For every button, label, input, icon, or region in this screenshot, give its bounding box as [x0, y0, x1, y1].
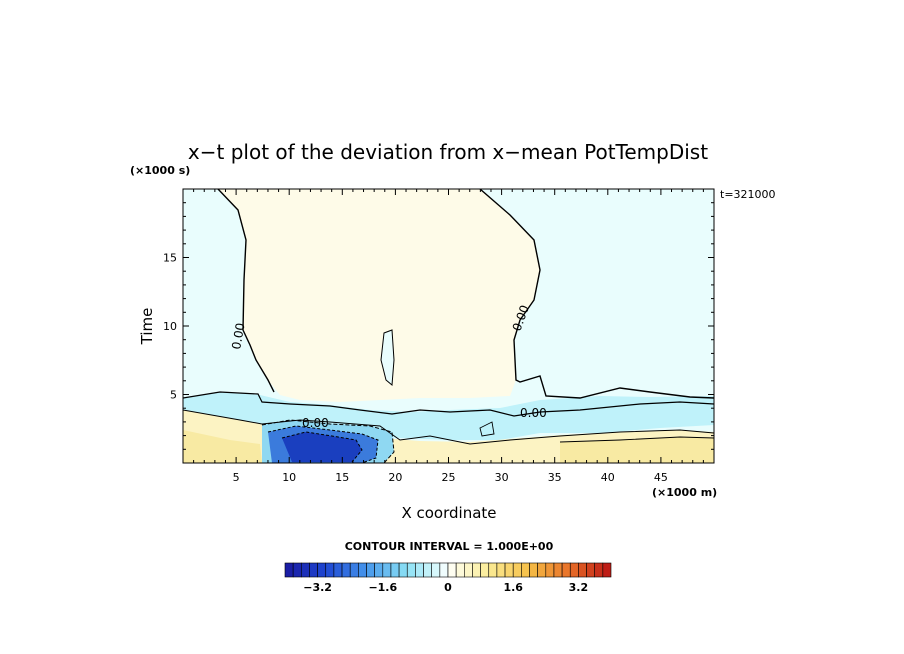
y-tick-label: 5: [170, 389, 177, 402]
colorbar-cell: [447, 562, 457, 578]
colorbar-cell: [480, 562, 490, 578]
colorbar-cell: [292, 562, 302, 578]
x-unit-label: (×1000 m): [652, 486, 717, 499]
zero-contour-lower: [183, 391, 714, 417]
y-axis: 5 10 15: [163, 202, 714, 450]
colorbar-cell: [529, 562, 538, 578]
colorbar-cell: [521, 562, 530, 578]
colorbar-cell: [439, 562, 449, 578]
colorbar-cell: [374, 562, 384, 578]
colorbar-ticks: −3.2 −1.6 0 1.6 3.2: [303, 581, 588, 594]
contour-cold-1: [267, 425, 379, 463]
y-unit-label: (×1000 s): [130, 164, 190, 177]
colorbar-cell: [553, 562, 563, 578]
colorbar-cell: [537, 562, 547, 578]
region-lens: [380, 329, 395, 387]
colorbar-cell: [358, 562, 367, 578]
colorbar-cell: [366, 562, 375, 578]
colorbar-cell: [602, 562, 612, 578]
colorbar-tick-label: −1.6: [368, 581, 397, 594]
colorbar-cell: [398, 562, 408, 578]
y-tick-label: 15: [163, 252, 177, 265]
colorbar-cell: [578, 562, 587, 578]
colorbar-cell: [594, 562, 604, 578]
x-tick-label: 45: [654, 471, 668, 484]
region-cold-core: [282, 432, 362, 462]
x-axis: 5 10 15 20 25 30 35 40 45: [193, 189, 704, 484]
colorbar-tick-label: 3.2: [569, 581, 589, 594]
colorbar-cell: [488, 562, 498, 578]
colorbar-cell: [455, 562, 465, 578]
colorbar-cell: [382, 562, 392, 578]
colorbar: [284, 562, 612, 578]
colorbar-cell: [341, 562, 351, 578]
x-tick-label: 30: [495, 471, 509, 484]
colorbar-cell: [545, 562, 555, 578]
colorbar-cell: [569, 562, 579, 578]
colorbar-cell: [333, 562, 343, 578]
colorbar-tick-label: −3.2: [303, 581, 332, 594]
colorbar-cell: [284, 562, 294, 578]
y-tick-label: 10: [163, 320, 177, 333]
colorbar-cell: [504, 562, 514, 578]
plot-field: 0.00 0.00 0.00 0.00: [183, 189, 714, 463]
colorbar-cell: [561, 562, 571, 578]
x-tick-label: 10: [282, 471, 296, 484]
contour-lower-3: [261, 419, 395, 463]
zero-contour-right: [479, 189, 714, 399]
colorbar-cell: [317, 562, 327, 578]
colorbar-cell: [496, 562, 506, 578]
colorbar-cell: [415, 562, 424, 578]
colorbar-cell: [431, 562, 441, 578]
contour-interval-label: CONTOUR INTERVAL = 1.000E+00: [345, 540, 554, 553]
region-lower-warm-core: [183, 430, 262, 463]
x-tick-label: 20: [388, 471, 402, 484]
colorbar-cell: [349, 562, 359, 578]
colorbar-cell: [390, 562, 400, 578]
x-tick-label: 15: [335, 471, 349, 484]
time-stamp: t=321000: [720, 188, 776, 201]
x-tick-label: 25: [442, 471, 456, 484]
colorbar-cell: [406, 562, 416, 578]
contour-cold-2: [281, 431, 363, 463]
region-lower-warm-right: [560, 437, 714, 463]
x-tick-label: 40: [601, 471, 615, 484]
region-upper-plume: [218, 189, 540, 402]
contour-small-blob: [479, 421, 495, 437]
colorbar-cell: [325, 562, 335, 578]
contour-label-left: 0.00: [229, 322, 247, 351]
colorbar-cell: [463, 562, 473, 578]
colorbar-cell: [423, 562, 432, 578]
colorbar-cell: [300, 562, 310, 578]
x-axis-label: X coordinate: [401, 504, 496, 522]
colorbar-tick-label: 1.6: [503, 581, 523, 594]
x-tick-label: 35: [548, 471, 562, 484]
contour-label-lower-1: 0.00: [302, 416, 329, 430]
x-tick-label: 5: [233, 471, 240, 484]
contour-label-lower-2: 0.00: [520, 406, 547, 420]
colorbar-cell: [512, 562, 522, 578]
y-axis-label: Time: [138, 308, 156, 346]
contour-lower-2: [183, 409, 714, 445]
chart-title: x−t plot of the deviation from x−mean Po…: [188, 140, 708, 164]
colorbar-cell: [309, 562, 318, 578]
colorbar-tick-label: 0: [444, 581, 452, 594]
contour-warm-band: [559, 436, 714, 443]
colorbar-cell: [586, 562, 595, 578]
zero-contour-left: [217, 189, 275, 393]
colorbar-cell: [472, 562, 481, 578]
